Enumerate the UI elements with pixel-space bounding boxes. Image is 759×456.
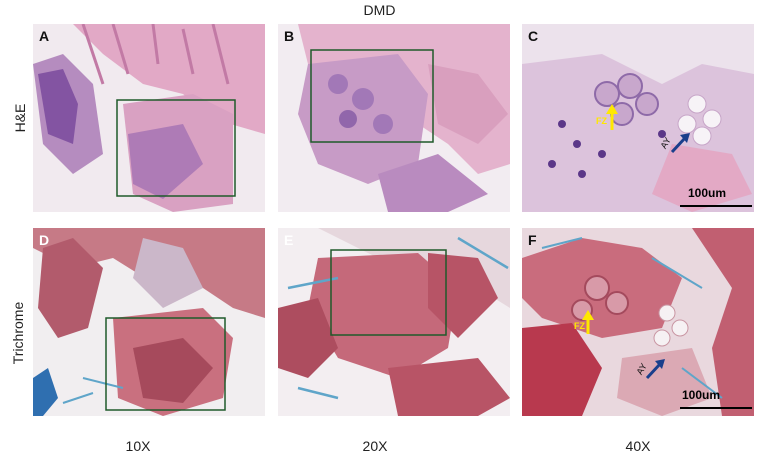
annotation-fz-c: FZ [596,116,607,126]
panel-e-trichrome-20x: E [278,228,510,416]
panel-a-he-10x: A [33,24,265,212]
column-label-10x: 10X [125,438,151,454]
histology-image-f [522,228,754,416]
panel-letter-d: D [39,232,50,248]
histology-image-e [278,228,510,416]
panel-b-he-20x: B [278,24,510,212]
panel-letter-e: E [284,232,294,248]
row-label-he: H&E [12,103,28,133]
annotation-fz-f: FZ [574,321,585,331]
histology-image-b [278,24,510,212]
panel-letter-f: F [528,232,537,248]
panel-d-trichrome-10x: D [33,228,265,416]
panel-c-he-40x: C FZ AY 100um [522,24,754,212]
row-label-trichrome: Trichrome [10,301,26,365]
figure-title: DMD [363,2,396,18]
panel-letter-c: C [528,28,539,44]
panel-letter-a: A [39,28,50,44]
panel-letter-b: B [284,28,295,44]
scalebar-label-c: 100um [688,186,727,200]
panel-f-trichrome-40x: F FZ AY 100um [522,228,754,416]
scalebar-label-f: 100um [682,388,721,402]
column-label-20x: 20X [362,438,388,454]
column-label-40x: 40X [625,438,651,454]
histology-image-d [33,228,265,416]
histology-image-c [522,24,754,212]
histology-image-a [33,24,265,212]
